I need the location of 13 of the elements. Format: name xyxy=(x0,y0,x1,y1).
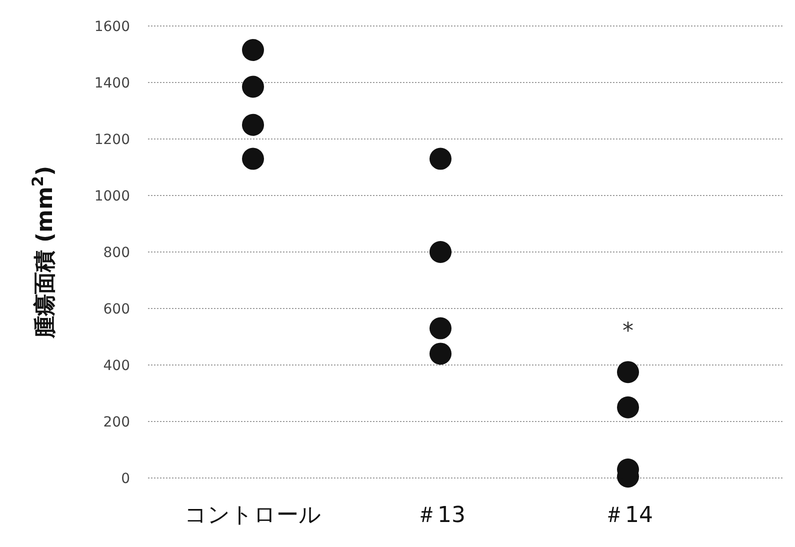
y-tick-label: 1200 xyxy=(94,132,130,148)
y-tick-label: 1600 xyxy=(94,18,130,35)
y-tick-label: 0 xyxy=(121,470,130,487)
y-tick-label: 400 xyxy=(103,358,130,374)
x-tick-label: コントロール xyxy=(184,503,322,528)
x-tick-label: ＃14 xyxy=(603,503,653,528)
y-tick-label: 1000 xyxy=(94,188,130,204)
y-tick-label: 1400 xyxy=(94,75,130,92)
annotation: * xyxy=(622,318,634,344)
y-tick-label: 800 xyxy=(103,244,130,261)
y-tick-label: 200 xyxy=(103,414,130,430)
y-tick-label: 600 xyxy=(103,301,130,318)
x-tick-label: ＃13 xyxy=(416,503,466,528)
